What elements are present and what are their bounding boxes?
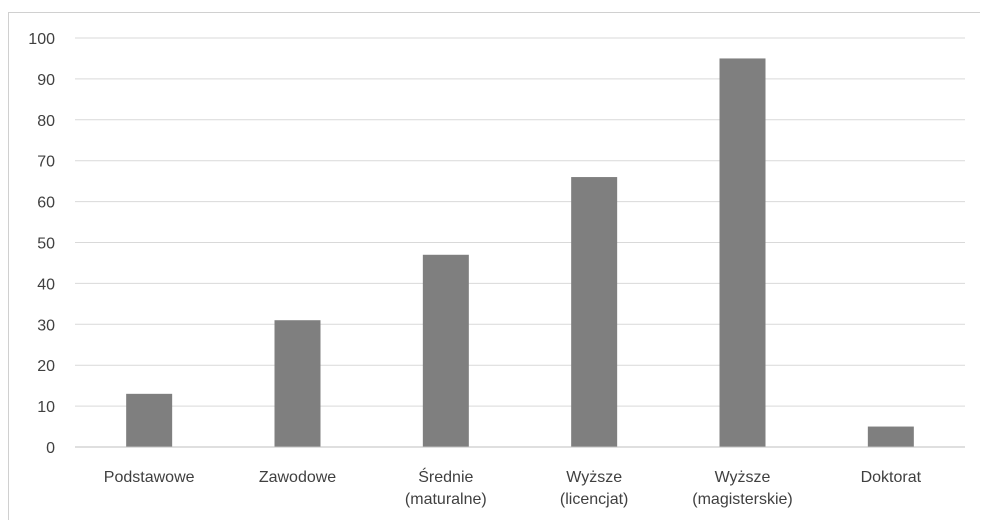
y-tick-label: 30 <box>37 317 55 334</box>
bar <box>571 177 618 447</box>
chart-frame <box>8 12 980 520</box>
x-category-label: (magisterskie) <box>692 491 792 508</box>
y-tick-label: 10 <box>37 399 55 416</box>
y-tick-label: 80 <box>37 113 55 130</box>
y-tick-label: 50 <box>37 236 55 253</box>
y-tick-label: 60 <box>37 195 55 212</box>
bar <box>274 320 321 447</box>
x-category-label: Wyższe <box>566 469 622 486</box>
y-tick-label: 0 <box>46 440 55 457</box>
x-axis-labels: Podstawowe Zawodowe Średnie (maturalne) Wyżs… <box>104 467 922 508</box>
bars <box>126 58 914 447</box>
y-tick-label: 70 <box>37 154 55 171</box>
x-category-label: (licencjat) <box>560 491 628 508</box>
y-tick-label: 20 <box>37 358 55 375</box>
x-category-label: (maturalne) <box>405 491 487 508</box>
x-category-label: Doktorat <box>861 469 922 486</box>
y-axis-ticks: 0 10 20 30 40 50 60 70 80 90 100 <box>28 31 55 457</box>
bar <box>867 426 914 447</box>
x-category-label: Podstawowe <box>104 469 195 486</box>
gridlines <box>75 37 965 407</box>
bar <box>126 393 173 447</box>
x-category-label: Zawodowe <box>259 469 336 486</box>
x-category-label: Średnie <box>418 467 473 486</box>
bar <box>719 58 766 447</box>
y-tick-label: 40 <box>37 276 55 293</box>
y-tick-label: 90 <box>37 72 55 89</box>
x-category-label: Wyższe <box>715 469 771 486</box>
bar <box>422 254 469 447</box>
y-tick-label: 100 <box>28 31 55 48</box>
